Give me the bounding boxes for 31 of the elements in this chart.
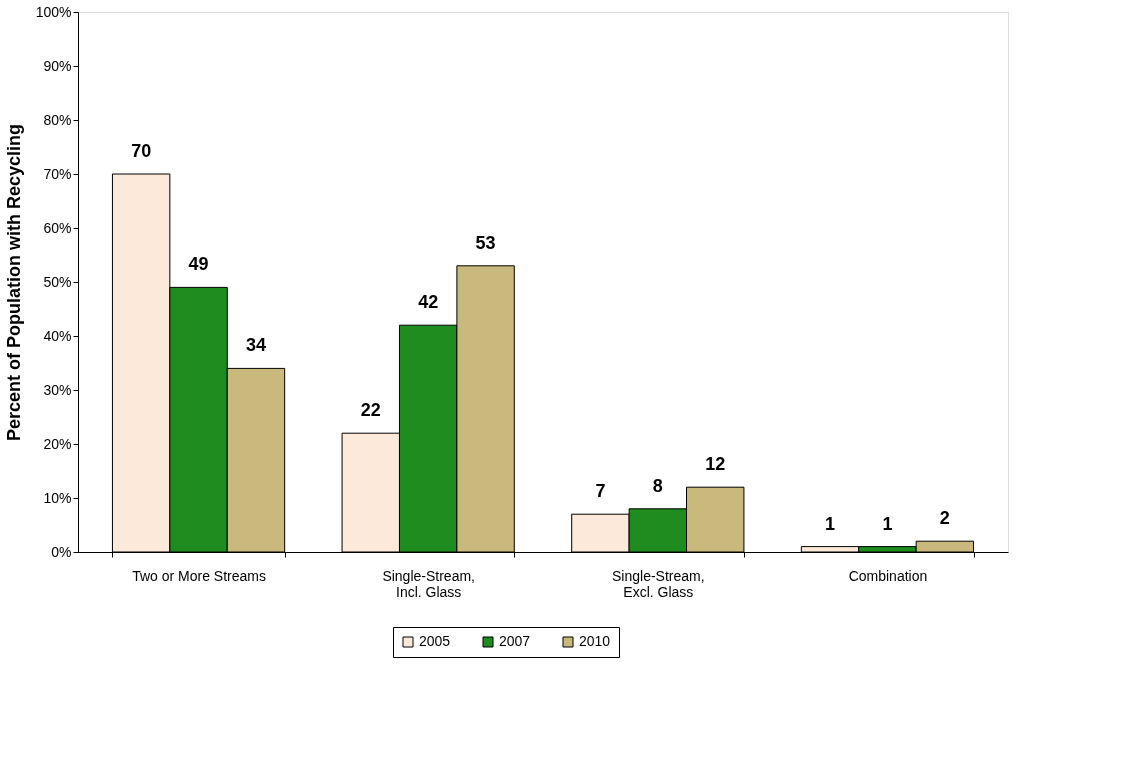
- legend-label: 2010: [579, 633, 611, 649]
- data-label: 34: [245, 335, 266, 356]
- y-tick-label: 60%: [43, 219, 72, 236]
- y-tick-label: 0%: [51, 543, 72, 560]
- data-label: 12: [705, 454, 726, 475]
- y-tick-label: 30%: [43, 381, 72, 398]
- data-label: 8: [652, 475, 663, 496]
- y-tick-label: 20%: [43, 435, 72, 452]
- y-tick-label: 10%: [43, 489, 72, 506]
- x-tick-label: Single-Stream, Excl. Glass: [612, 567, 705, 600]
- data-label: 49: [188, 254, 209, 275]
- data-label: 22: [360, 400, 381, 421]
- y-tick-label: 40%: [43, 327, 72, 344]
- y-tick-label: 100%: [35, 3, 72, 20]
- y-tick-label: 80%: [43, 111, 72, 128]
- x-tick-label: Two or More Streams: [132, 567, 266, 584]
- y-tick-label: 70%: [43, 165, 72, 182]
- legend-label: 2007: [499, 633, 531, 649]
- data-label: 1: [882, 513, 893, 534]
- data-label: 70: [131, 141, 152, 161]
- data-label: 1: [825, 513, 836, 534]
- data-label: 53: [475, 232, 496, 253]
- y-tick-label: 90%: [43, 57, 72, 74]
- legend-label: 2005: [419, 633, 451, 649]
- x-tick-label: Single-Stream, Incl. Glass: [382, 567, 475, 600]
- x-tick-label: Combination: [848, 567, 928, 584]
- y-axis-title: Percent of Population with Recycling: [3, 123, 24, 442]
- data-label: 7: [595, 481, 606, 502]
- data-label: 2: [939, 508, 950, 529]
- y-tick-label: 50%: [43, 273, 72, 290]
- data-label: 42: [418, 292, 439, 313]
